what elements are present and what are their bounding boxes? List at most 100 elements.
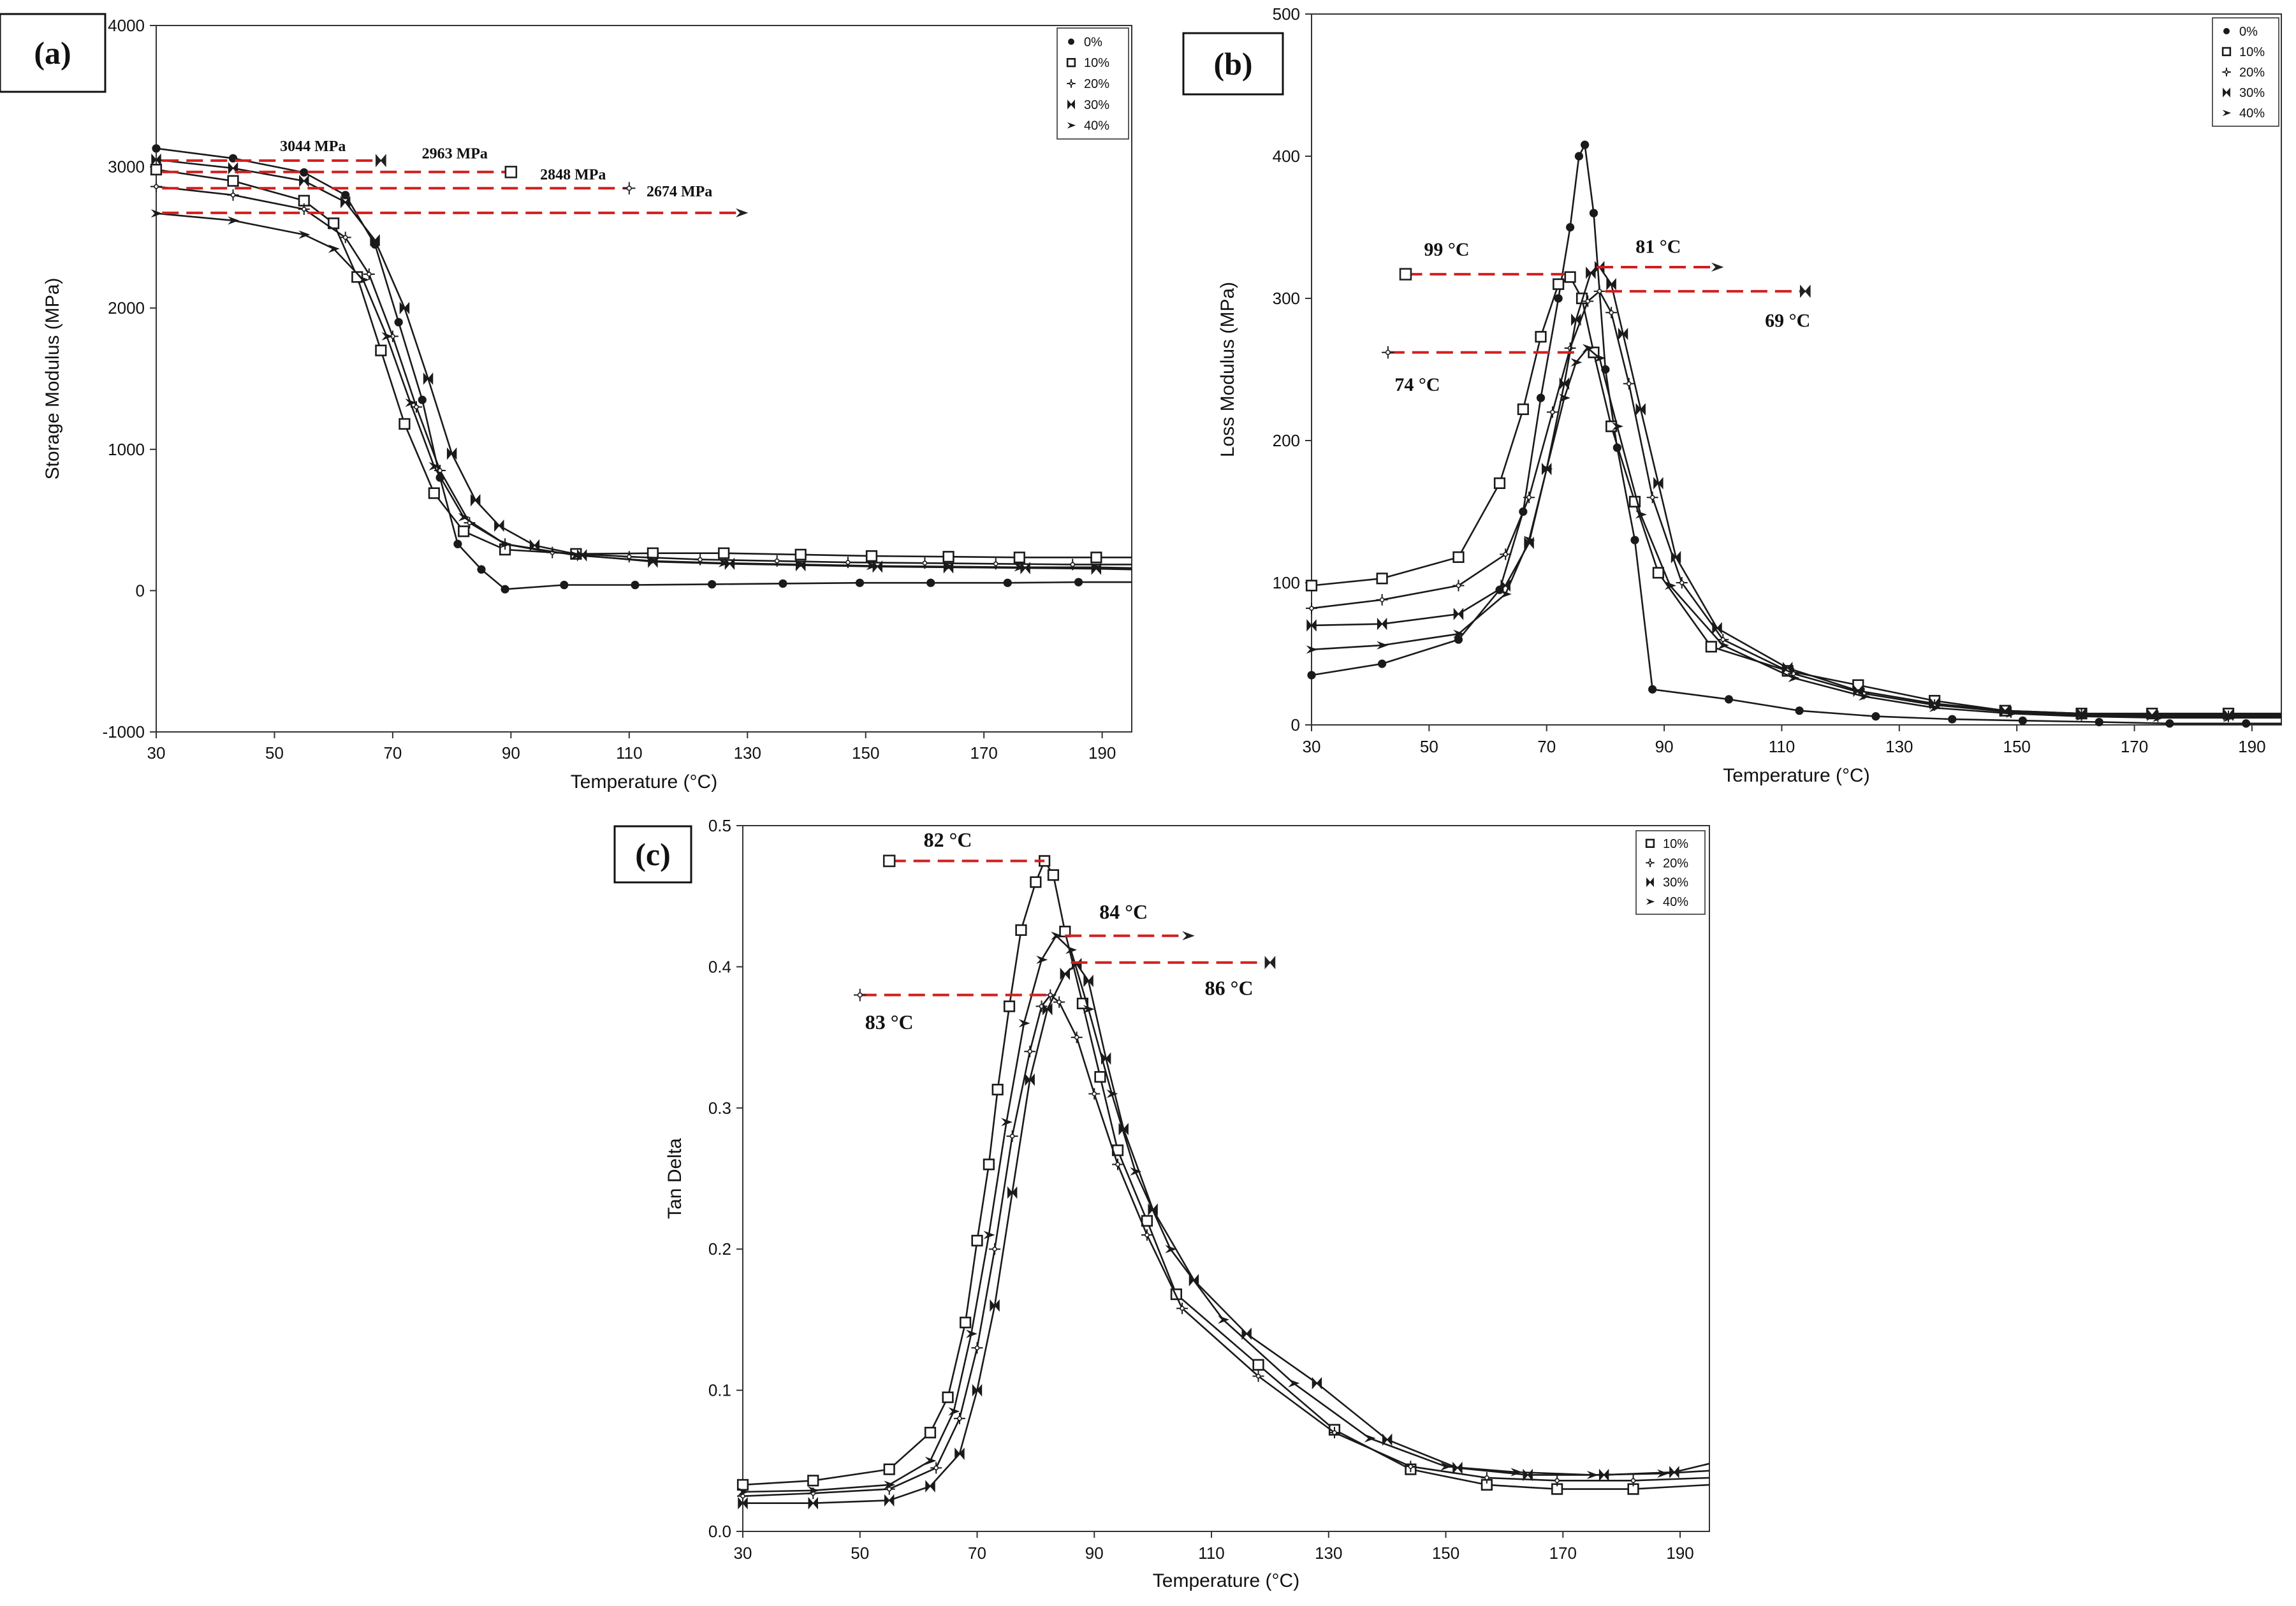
data-point-marker xyxy=(990,1299,1000,1312)
panel-a: -1000 0 1000 2000 3000 4000 30 50 70 90 110 130 150 1… xyxy=(0,0,1155,805)
data-point-marker xyxy=(1948,715,1957,724)
annotation-marker xyxy=(1182,931,1195,940)
legend-label: 0% xyxy=(1084,35,1102,49)
data-point-marker xyxy=(2076,712,2088,721)
series-line xyxy=(1311,347,2281,719)
data-point-marker xyxy=(381,332,393,341)
annotation: 2848 MPa xyxy=(162,167,636,195)
data-point-marker-c xyxy=(342,235,348,240)
data-point-marker xyxy=(150,209,163,218)
data-point-marker xyxy=(1036,955,1048,964)
data-point-marker xyxy=(926,578,935,587)
data-point-marker xyxy=(298,230,311,239)
data-point-marker xyxy=(631,580,640,590)
data-point-marker xyxy=(328,217,340,230)
y-axis-title: Loss Modulus (MPa) xyxy=(1217,282,1238,457)
legend-label: 30% xyxy=(2239,86,2265,100)
data-point-marker xyxy=(1042,1003,1053,1016)
annotation-marker xyxy=(854,988,866,1002)
data-point-marker xyxy=(1646,492,1658,504)
data-point-marker xyxy=(150,180,162,193)
data-point-marker xyxy=(1452,551,1465,563)
data-point-marker xyxy=(228,162,238,175)
data-point-marker xyxy=(1859,692,1871,701)
data-point-marker xyxy=(2165,719,2174,728)
panel-b-background xyxy=(1162,0,2296,805)
legend-marker-c xyxy=(2224,69,2229,75)
annotation-marker xyxy=(1711,262,1724,272)
annotation: 99 °C xyxy=(1399,239,1565,281)
data-point-marker xyxy=(930,1462,942,1474)
data-point-marker-c xyxy=(1554,1478,1560,1484)
data-point-marker xyxy=(866,562,878,571)
data-point-marker xyxy=(953,1412,965,1424)
y-tick-label: 0.1 xyxy=(708,1381,731,1400)
x-tick-label: 50 xyxy=(851,1544,869,1563)
annotation-marker xyxy=(735,208,749,217)
data-point-marker-c xyxy=(922,560,928,566)
data-point-marker xyxy=(1500,548,1512,560)
data-point-marker xyxy=(405,398,417,407)
data-point-marker xyxy=(1564,271,1576,283)
data-point-marker xyxy=(1618,327,1628,340)
data-point-marker xyxy=(340,196,351,208)
x-tick-label: 150 xyxy=(852,743,879,763)
data-point-marker xyxy=(1003,1000,1016,1012)
annotation-marker xyxy=(1382,346,1394,359)
y-tick-label: 0 xyxy=(136,581,145,600)
data-point-marker xyxy=(883,1463,895,1475)
data-point-marker xyxy=(1307,671,1316,680)
data-point-marker xyxy=(570,551,582,560)
data-point-marker-c xyxy=(1585,298,1591,304)
data-point-marker xyxy=(1014,563,1026,572)
data-point-marker xyxy=(1623,377,1635,390)
data-point-marker xyxy=(808,1496,818,1510)
data-point-marker xyxy=(925,1456,937,1465)
data-point-marker-c xyxy=(414,404,419,410)
data-point-marker xyxy=(1589,208,1598,217)
annotation-label: 83 °C xyxy=(865,1011,914,1033)
data-point-marker xyxy=(446,447,457,460)
data-point-marker xyxy=(1493,477,1506,489)
data-point-marker xyxy=(1405,1461,1417,1473)
data-point-marker xyxy=(1065,945,1078,954)
data-point-marker xyxy=(1871,712,1880,721)
legend-marker xyxy=(2222,110,2232,117)
annotation-marker xyxy=(1399,268,1412,281)
data-point-marker xyxy=(1003,578,1012,587)
annotation-label: 86 °C xyxy=(1205,977,1254,1000)
annotation-label: 69 °C xyxy=(1765,310,1810,332)
data-point-marker xyxy=(1141,1229,1153,1241)
data-point-marker xyxy=(943,562,955,571)
data-point-marker xyxy=(1582,295,1594,307)
data-point-marker xyxy=(1546,406,1558,418)
data-point-marker xyxy=(428,487,440,499)
data-point-marker xyxy=(1377,641,1389,650)
data-point-marker xyxy=(1006,1130,1018,1142)
data-point-marker xyxy=(1378,659,1387,668)
data-point-marker xyxy=(2005,709,2017,718)
data-point-marker xyxy=(1130,1167,1142,1176)
data-point-marker xyxy=(1071,1032,1083,1044)
data-point-marker xyxy=(1015,924,1027,936)
legend-marker xyxy=(1646,858,1655,868)
data-point-marker xyxy=(299,175,309,187)
data-point-marker xyxy=(1536,393,1546,402)
data-point-marker xyxy=(1712,622,1722,635)
data-point-marker xyxy=(1288,1378,1300,1388)
y-tick-label: 100 xyxy=(1273,573,1300,592)
panel-label-box xyxy=(1182,32,1284,96)
data-point-marker xyxy=(1306,602,1317,615)
legend-label: 20% xyxy=(1663,856,1688,870)
data-point-marker xyxy=(1306,619,1317,632)
data-point-marker xyxy=(1481,1471,1493,1484)
data-point-marker xyxy=(1083,974,1093,988)
data-point-marker xyxy=(1088,1088,1100,1100)
x-tick-label: 50 xyxy=(1420,737,1438,756)
data-point-marker xyxy=(807,1475,819,1487)
annotation: 2674 MPa xyxy=(162,184,749,217)
data-point-marker xyxy=(1571,313,1581,326)
data-point-marker xyxy=(1517,403,1529,416)
data-point-marker xyxy=(363,268,375,281)
data-point-marker-c xyxy=(1484,1475,1489,1480)
